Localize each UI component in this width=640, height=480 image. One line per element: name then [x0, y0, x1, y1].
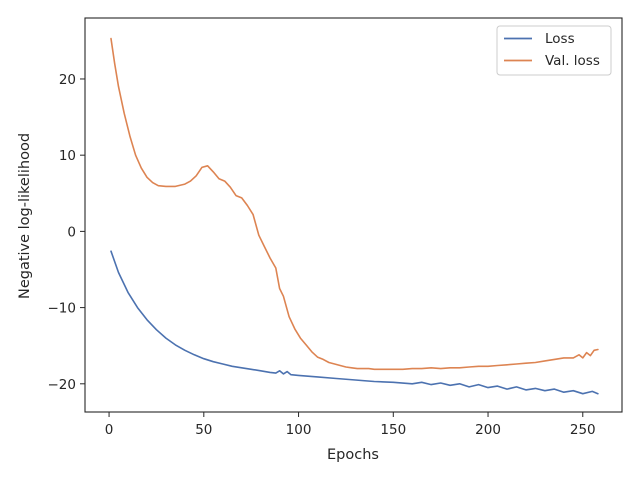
axis-ticks: 0 50 100 150 200 250 −20 −10 0 10 20 [48, 72, 596, 438]
series-line-val-loss [110, 37, 599, 371]
y-tick-label: 0 [67, 224, 76, 240]
x-tick-label: 200 [475, 422, 501, 438]
series-line-loss [110, 250, 599, 395]
x-tick-label: 50 [195, 422, 212, 438]
y-tick-label: −20 [48, 377, 77, 393]
x-tick-label: 150 [380, 422, 406, 438]
x-tick-label: 0 [105, 422, 114, 438]
plot-area [84, 17, 623, 413]
y-tick-label: 10 [59, 148, 76, 164]
y-tick-label: 20 [59, 72, 76, 88]
y-tick-label: −10 [48, 301, 77, 317]
legend-label-val-loss: Val. loss [545, 53, 600, 69]
y-axis-label: Negative log-likelihood [17, 133, 33, 299]
legend: Loss Val. loss [496, 25, 612, 76]
axes-frame [84, 17, 623, 413]
x-tick-label: 250 [570, 422, 596, 438]
x-axis-label: Epochs [327, 447, 379, 463]
x-tick-label: 100 [286, 422, 312, 438]
legend-label-loss: Loss [545, 31, 575, 47]
